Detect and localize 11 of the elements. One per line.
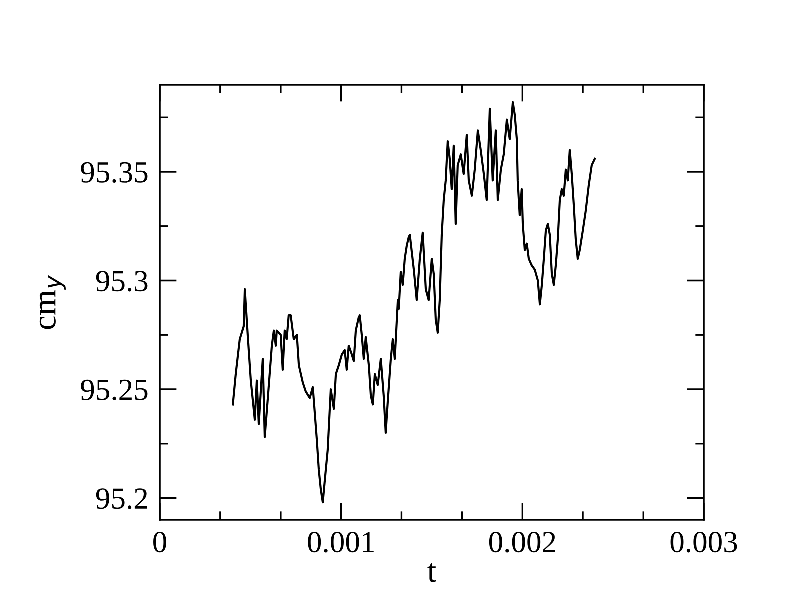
y-tick-label: 95.3 (96, 271, 148, 292)
y-tick-label: 95.25 (81, 380, 148, 401)
y-tick-label: 95.35 (81, 162, 148, 184)
x-tick-label: 0.001 (308, 532, 374, 553)
x-tick-label: 0.002 (489, 532, 556, 553)
x-tick-label: 0.003 (670, 532, 738, 553)
x-axis-title: t (428, 563, 436, 582)
x-tick-label: 0 (154, 532, 166, 553)
y-axis-title: cm$_{y}$ (40, 275, 66, 330)
y-tick-label: 95.2 (96, 488, 148, 510)
line-series (232, 101, 596, 504)
